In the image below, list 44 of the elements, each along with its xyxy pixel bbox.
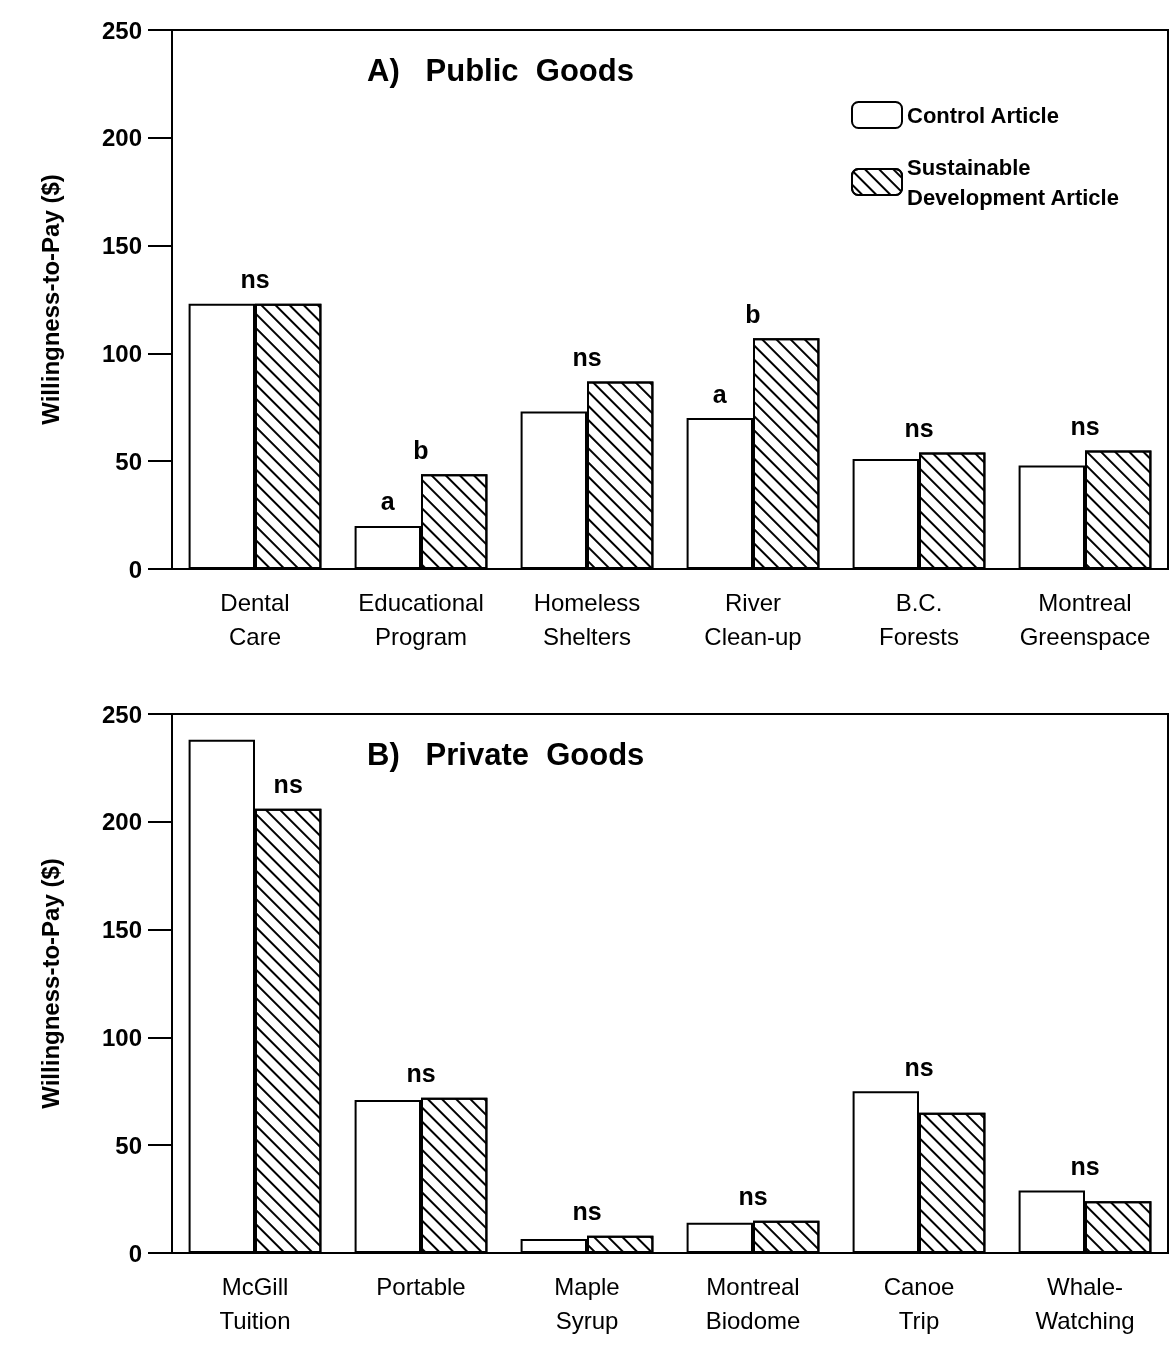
annotation: b <box>745 299 761 328</box>
x-tick-label: Educational Program <box>358 588 484 650</box>
y-tick-label: 150 <box>101 916 142 944</box>
x-tick-label: Portable <box>376 1272 466 1300</box>
legend-label: Control Article <box>907 102 1059 128</box>
x-tick-label: Canoe Trip <box>883 1272 955 1334</box>
x-tick-label: McGill Tuition <box>219 1272 291 1334</box>
annotation: b <box>413 435 429 464</box>
y-tick-label: 200 <box>101 808 142 836</box>
annotation: a <box>712 379 728 408</box>
annotation: ns <box>572 1197 602 1226</box>
text: B) Private Goods <box>367 737 645 772</box>
y-tick-label: 250 <box>101 16 142 44</box>
text: A) Public Goods <box>367 53 634 88</box>
x-tick-label: Maple Syrup <box>554 1272 620 1334</box>
annotation: ns <box>273 770 303 799</box>
y-tick-label: 250 <box>101 700 142 728</box>
y-tick-label: 200 <box>101 124 142 152</box>
y-axis-title: Willingness-to-Pay ($) <box>36 858 64 1109</box>
annotation: a <box>380 487 396 516</box>
x-tick-label: River Clean-up <box>704 588 802 650</box>
x-tick-label: Montreal Biodome <box>705 1272 801 1334</box>
annotation: ns <box>1070 411 1100 440</box>
x-tick-label: Homeless Shelters <box>533 588 641 650</box>
x-tick-label: Montreal Greenspace <box>1019 588 1151 650</box>
annotation: ns <box>1070 1151 1100 1180</box>
y-tick-label: 50 <box>115 447 142 475</box>
x-tick-label: B.C. Forests <box>878 588 960 650</box>
y-tick-label: 0 <box>128 1239 142 1267</box>
y-tick-label: 50 <box>115 1131 142 1159</box>
annotation: ns <box>572 342 602 371</box>
annotation: ns <box>738 1182 768 1211</box>
annotation: ns <box>240 265 270 294</box>
y-axis-title: Willingness-to-Pay ($) <box>36 174 64 425</box>
annotation: ns <box>904 414 934 443</box>
legend-label: Sustainable Development Article <box>907 154 1119 210</box>
x-tick-label: Whale-Watching <box>1035 1272 1135 1334</box>
y-tick-label: 150 <box>101 232 142 260</box>
x-tick-label: Dental Care <box>220 588 290 650</box>
y-tick-label: 0 <box>128 555 142 583</box>
annotation: ns <box>406 1059 436 1088</box>
annotation: ns <box>904 1052 934 1081</box>
y-tick-label: 100 <box>101 1023 142 1051</box>
y-tick-label: 100 <box>101 339 142 367</box>
